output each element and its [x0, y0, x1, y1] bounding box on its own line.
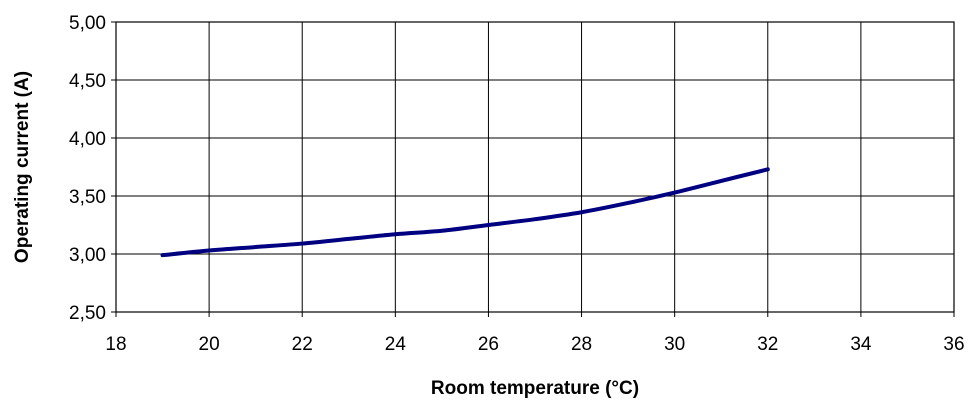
x-tick-label: 18: [105, 334, 126, 355]
x-tick-label: 32: [757, 334, 778, 355]
x-tick-label: 36: [943, 334, 964, 355]
y-tick-label: 3,00: [69, 245, 106, 266]
x-tick-label: 28: [571, 334, 592, 355]
x-tick-label: 34: [850, 334, 872, 355]
vertical-gridlines: [208, 22, 862, 312]
y-tick-label: 2,50: [69, 303, 106, 324]
y-tick-label: 4,00: [69, 129, 106, 150]
x-tick-label: 20: [199, 334, 220, 355]
y-axis-title: Operating current (A): [12, 71, 33, 263]
plot-area: [115, 21, 955, 313]
x-axis-ticks: 18 20 22 24 26 28 30 32 34 36: [105, 312, 965, 355]
series-group: [160, 167, 770, 258]
x-tick-label: 22: [292, 334, 313, 355]
x-tick-label: 30: [664, 334, 685, 355]
horizontal-gridlines: [116, 79, 954, 255]
y-axis-ticks: 2,50 3,00 3,50 4,00 4,50 5,00: [69, 13, 116, 324]
y-tick-label: 5,00: [69, 13, 106, 34]
operating-current-line: [160, 167, 770, 258]
x-tick-label: 24: [385, 334, 407, 355]
x-axis-title: Room temperature (°C): [431, 378, 639, 399]
y-tick-label: 4,50: [69, 71, 106, 92]
x-tick-label: 26: [478, 334, 499, 355]
y-tick-label: 3,50: [69, 187, 106, 208]
